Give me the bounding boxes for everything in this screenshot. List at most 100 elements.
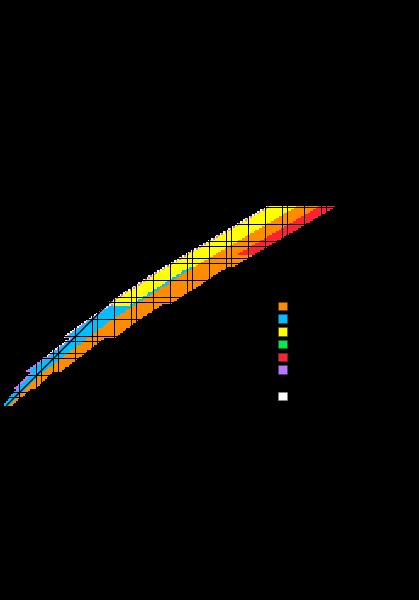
Bar [41, 369, 43, 370]
Bar [276, 209, 277, 211]
Bar [172, 281, 174, 282]
Bar [266, 214, 267, 216]
Bar [75, 355, 77, 357]
Bar [148, 306, 150, 308]
Bar [301, 216, 303, 218]
Bar [122, 294, 123, 296]
Bar [118, 325, 119, 326]
Bar [120, 304, 121, 306]
Bar [59, 347, 60, 348]
Bar [257, 220, 259, 221]
Bar [243, 233, 245, 235]
Bar [250, 243, 252, 245]
Bar [215, 263, 216, 265]
Bar [242, 259, 243, 260]
Bar [122, 304, 123, 306]
Bar [261, 228, 262, 230]
Bar [261, 245, 262, 247]
Bar [182, 262, 184, 263]
Bar [99, 318, 101, 319]
Bar [193, 274, 194, 275]
Bar [289, 224, 291, 226]
Bar [250, 236, 252, 238]
Bar [69, 353, 70, 355]
Bar [176, 277, 177, 279]
Bar [80, 328, 82, 329]
Bar [166, 302, 167, 304]
Bar [222, 262, 223, 263]
Bar [230, 240, 231, 241]
Bar [35, 365, 36, 367]
Bar [238, 224, 240, 226]
Bar [242, 233, 243, 235]
Bar [243, 236, 245, 238]
Bar [222, 263, 223, 265]
Bar [70, 353, 72, 355]
Bar [281, 211, 282, 212]
Bar [166, 272, 167, 274]
Bar [176, 262, 177, 263]
Bar [206, 242, 208, 243]
Bar [303, 214, 305, 216]
Bar [33, 374, 35, 376]
Bar [111, 316, 113, 318]
Bar [109, 323, 111, 325]
Bar [138, 318, 140, 319]
Bar [233, 255, 235, 257]
Bar [235, 242, 237, 243]
Bar [143, 302, 145, 304]
Bar [291, 214, 292, 216]
Bar [109, 320, 111, 321]
Bar [238, 262, 240, 263]
Bar [62, 364, 64, 365]
Bar [75, 352, 77, 353]
Bar [67, 343, 69, 345]
Bar [133, 299, 135, 301]
Bar [259, 236, 260, 238]
Bar [123, 321, 124, 323]
Bar [215, 250, 216, 251]
Bar [28, 377, 30, 379]
Bar [148, 299, 150, 301]
Bar [77, 326, 79, 328]
Bar [172, 292, 174, 294]
Bar [166, 275, 167, 277]
Bar [282, 223, 284, 224]
Bar [145, 291, 147, 292]
Bar [201, 245, 203, 247]
Bar [323, 208, 325, 209]
Bar [269, 213, 271, 214]
Bar [30, 376, 31, 377]
Bar [188, 277, 189, 279]
Bar [20, 389, 21, 391]
Bar [25, 382, 26, 384]
Bar [150, 302, 152, 304]
Bar [198, 265, 199, 267]
Bar [253, 220, 255, 221]
Bar [79, 352, 80, 353]
Bar [159, 284, 160, 286]
Bar [271, 223, 272, 224]
Bar [150, 286, 152, 287]
Bar [243, 242, 245, 243]
Bar [155, 298, 157, 299]
Bar [203, 269, 204, 270]
Bar [60, 353, 62, 355]
Bar [216, 250, 218, 251]
Bar [36, 377, 38, 379]
Bar [240, 228, 242, 230]
Bar [60, 352, 62, 353]
Bar [222, 267, 223, 269]
Bar [227, 250, 228, 251]
Bar [86, 341, 87, 343]
Bar [148, 279, 150, 280]
Bar [306, 214, 308, 216]
Bar [125, 292, 126, 294]
Bar [52, 353, 53, 355]
Bar [38, 372, 40, 374]
Bar [160, 274, 162, 275]
Bar [69, 359, 70, 360]
Bar [57, 360, 59, 362]
Bar [243, 248, 245, 250]
Bar [118, 330, 119, 331]
